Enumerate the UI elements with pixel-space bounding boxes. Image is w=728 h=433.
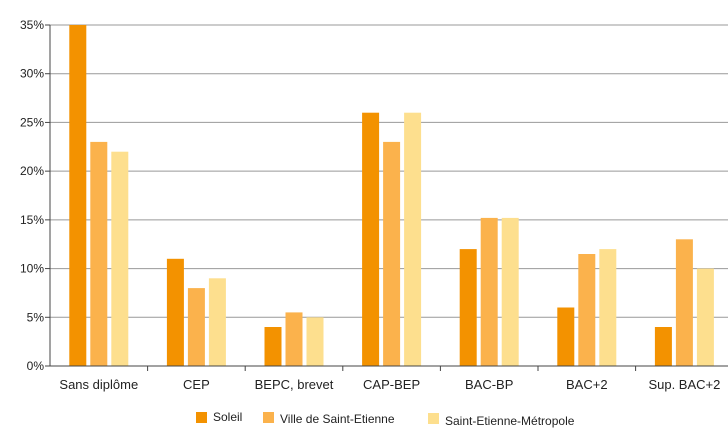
bar: [264, 327, 282, 366]
y-tick-label: 10%: [20, 262, 44, 276]
bar: [362, 112, 380, 366]
bar: [501, 217, 519, 366]
bar: [111, 151, 129, 366]
legend-swatch: [196, 412, 207, 423]
bar: [166, 258, 184, 366]
y-tick-label: 35%: [20, 18, 44, 32]
x-category-label: Sup. BAC+2: [648, 377, 720, 392]
legend: Soleil Ville de Saint-Etienne Saint-Etienn…: [196, 410, 575, 428]
bar: [208, 278, 226, 366]
x-category-label: BEPC, brevet: [255, 377, 334, 392]
legend-swatch: [263, 412, 274, 423]
bar: [90, 141, 108, 366]
bar: [69, 25, 87, 366]
legend-label: Ville de Saint-Etienne: [280, 412, 395, 426]
bar: [599, 249, 617, 366]
bar: [285, 312, 303, 366]
bar: [459, 249, 477, 366]
bar: [383, 141, 401, 366]
bar: [675, 239, 693, 366]
axis-labels: 0% 5% 10% 15% 20% 25% 30% 35% Sans diplôme CEP BEP…: [20, 18, 720, 392]
legend-label: Saint-Etienne-Métropole: [445, 414, 575, 428]
bar: [696, 268, 714, 366]
x-category-label: CEP: [183, 377, 210, 392]
y-tick-label: 30%: [20, 67, 44, 81]
bar: [187, 288, 205, 366]
y-tick-label: 5%: [27, 310, 45, 324]
bar: [480, 217, 498, 366]
y-tick-label: 25%: [20, 115, 44, 129]
bar: [404, 112, 422, 366]
bar: [306, 317, 324, 366]
legend-swatch: [428, 413, 439, 424]
y-tick-label: 0%: [27, 359, 45, 373]
bar: [654, 327, 672, 366]
y-tick-label: 15%: [20, 213, 44, 227]
x-category-label: BAC+2: [566, 377, 608, 392]
legend-label: Soleil: [213, 410, 242, 424]
x-category-label: CAP-BEP: [363, 377, 420, 392]
bars: [69, 25, 714, 366]
bar: [557, 307, 575, 366]
y-tick-label: 20%: [20, 164, 44, 178]
x-category-label: Sans diplôme: [59, 377, 138, 392]
axes: [45, 24, 728, 371]
bar: [578, 254, 596, 366]
x-category-label: BAC-BP: [465, 377, 513, 392]
